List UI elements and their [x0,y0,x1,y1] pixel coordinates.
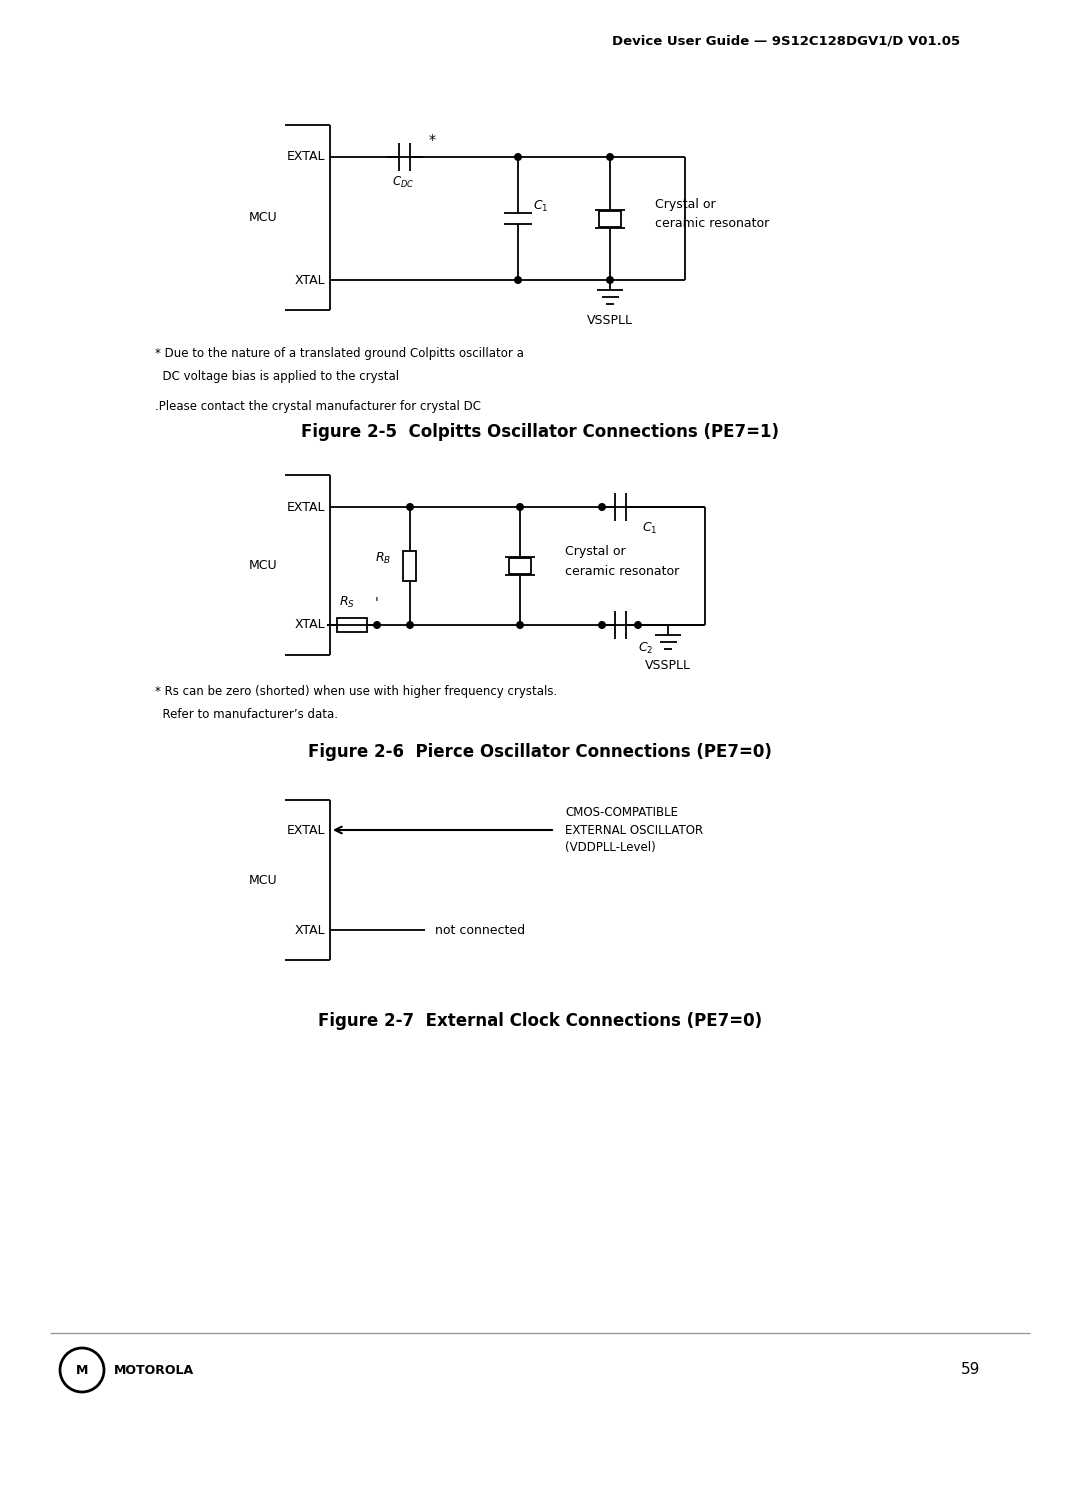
Text: $R_S$: $R_S$ [339,595,355,610]
Text: VSSPLL: VSSPLL [588,313,633,327]
Text: Crystal or: Crystal or [654,198,716,211]
Text: $C_1$: $C_1$ [642,521,658,536]
Text: M: M [76,1363,89,1377]
Text: Crystal or: Crystal or [565,545,625,558]
Circle shape [598,622,605,628]
Bar [599,211,621,227]
Text: 59: 59 [960,1363,980,1378]
Text: ceramic resonator: ceramic resonator [654,217,769,230]
Text: Figure 2-6  Pierce Oscillator Connections (PE7=0): Figure 2-6 Pierce Oscillator Connections… [308,742,772,760]
Circle shape [635,622,642,628]
Circle shape [515,276,522,284]
Bar [509,558,531,575]
Text: EXTERNAL OSCILLATOR: EXTERNAL OSCILLATOR [565,824,703,836]
Text: Figure 2-7  External Clock Connections (PE7=0): Figure 2-7 External Clock Connections (P… [318,1011,762,1031]
Text: XTAL: XTAL [295,273,325,287]
Text: XTAL: XTAL [295,924,325,937]
Text: VSSPLL: VSSPLL [645,659,691,673]
Text: Device User Guide — 9S12C128DGV1/D V01.05: Device User Guide — 9S12C128DGV1/D V01.0… [612,36,960,48]
Text: CMOS-COMPATIBLE: CMOS-COMPATIBLE [565,805,678,818]
Text: * Rs can be zero (shorted) when use with higher frequency crystals.: * Rs can be zero (shorted) when use with… [156,685,557,698]
Text: MOTOROLA: MOTOROLA [114,1363,194,1377]
Text: EXTAL: EXTAL [286,824,325,836]
Circle shape [407,622,414,628]
Circle shape [407,503,414,511]
Text: .Please contact the crystal manufacturer for crystal DC: .Please contact the crystal manufacturer… [156,399,481,413]
Text: $C_2$: $C_2$ [638,642,653,656]
Circle shape [516,622,524,628]
Text: Refer to manufacturer’s data.: Refer to manufacturer’s data. [156,708,338,722]
Circle shape [598,503,605,511]
Text: ': ' [375,595,379,610]
Text: EXTAL: EXTAL [286,150,325,163]
Text: *: * [429,134,436,147]
Circle shape [607,276,613,284]
Text: $C_1$: $C_1$ [534,199,549,214]
Text: ceramic resonator: ceramic resonator [565,564,679,578]
Text: MCU: MCU [248,558,276,572]
Text: MCU: MCU [248,873,276,887]
Text: DC voltage bias is applied to the crystal: DC voltage bias is applied to the crysta… [156,370,400,383]
Text: XTAL: XTAL [295,618,325,631]
Text: EXTAL: EXTAL [286,500,325,514]
Text: Figure 2-5  Colpitts Oscillator Connections (PE7=1): Figure 2-5 Colpitts Oscillator Connectio… [301,423,779,441]
Text: MCU: MCU [248,211,276,224]
Text: (VDDPLL-Level): (VDDPLL-Level) [565,842,656,854]
Circle shape [516,503,524,511]
Text: not connected: not connected [435,924,525,937]
Bar [337,618,367,631]
Bar [404,551,417,581]
Circle shape [515,154,522,160]
Circle shape [374,622,380,628]
Text: * Due to the nature of a translated ground Colpitts oscillator a: * Due to the nature of a translated grou… [156,347,524,359]
Text: $R_B$: $R_B$ [375,551,391,566]
Text: $C_{DC}$: $C_{DC}$ [392,175,414,190]
Circle shape [607,154,613,160]
